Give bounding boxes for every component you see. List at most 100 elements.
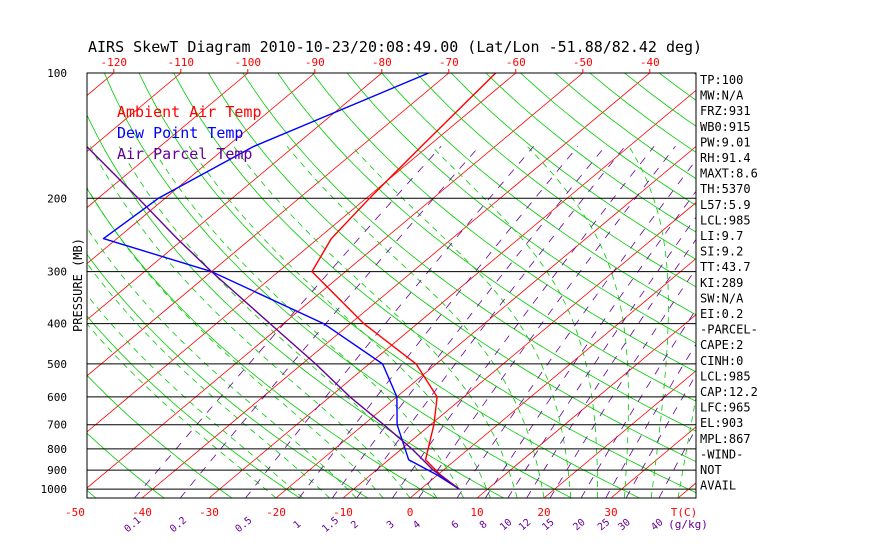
y-tick-label: 600	[47, 391, 67, 404]
dry-adiabat-line	[416, 73, 696, 288]
isotherm-line	[0, 73, 47, 498]
bottom-temp-tick-label: -50	[65, 506, 85, 519]
stat-entry: LFC:965	[700, 401, 751, 415]
mixing-ratio-tick-label: 0.5	[234, 515, 255, 535]
mixing-ratio-tick-label: 6	[450, 519, 462, 531]
dry-adiabat-line	[763, 73, 870, 498]
mixing-ratio-line	[418, 146, 676, 498]
moist-adiabat-line	[87, 227, 357, 498]
legend-entry: Air Parcel Temp	[117, 145, 252, 163]
mixing-ratio-tick-label: 20	[571, 517, 587, 533]
stat-entry: SI:9.2	[700, 245, 743, 259]
dry-adiabat-line	[277, 73, 696, 402]
isotherm-line	[745, 73, 870, 498]
dry-adiabat-line	[312, 73, 696, 373]
mixing-ratio-tick-label: 4	[411, 519, 423, 531]
y-tick-label: 300	[47, 266, 67, 279]
stat-entry: RH:91.4	[700, 151, 751, 165]
isotherm-line	[141, 73, 651, 498]
mixing-ratio-line	[331, 146, 606, 498]
series-air-parcel-temp	[87, 145, 460, 490]
top-temp-tick-label: -40	[640, 56, 660, 69]
moist-adiabat-line	[151, 146, 464, 498]
stat-entry: LCL:985	[700, 213, 751, 227]
dry-adiabat-line	[798, 73, 870, 498]
top-temp-tick-label: -60	[506, 56, 526, 69]
bottom-temp-tick-label: -30	[199, 506, 219, 519]
isotherm-line	[409, 258, 696, 498]
stat-entry: MW:N/A	[700, 89, 744, 103]
stat-entry: TH:5370	[700, 182, 751, 196]
stat-entry: AVAIL	[700, 479, 736, 493]
legend: Ambient Air Temp Dew Point Temp Air Parcel…	[117, 103, 262, 163]
bottom-temp-tick-label: 30	[604, 506, 617, 519]
dry-adiabat-line	[381, 73, 696, 316]
bottom-temp-unit: T(C)	[671, 506, 698, 519]
isotherm-line	[87, 73, 450, 377]
bottom-temp-tick-label: 0	[407, 506, 414, 519]
moist-adiabat-line	[188, 146, 491, 498]
isotherm-line	[87, 73, 316, 265]
stat-entry: MAXT:8.6	[700, 167, 758, 181]
mixing-ratio-tick-label: 25	[596, 517, 612, 533]
dry-adiabat-line	[485, 73, 696, 233]
stat-entry: MPL:867	[700, 432, 751, 446]
mixing-ratio-tick-label: 3	[385, 519, 397, 531]
mixing-ratio-tick-label: 0.2	[168, 515, 189, 535]
grid-layer	[0, 73, 870, 498]
mixing-ratio-line	[298, 146, 579, 498]
bottom-temp-tick-label: -10	[333, 506, 353, 519]
mixing-ratio-line	[658, 427, 696, 498]
dry-adiabat-line	[138, 73, 640, 498]
stat-entry: LI:9.7	[700, 229, 743, 243]
stat-entry: CAPE:2	[700, 338, 743, 352]
mixing-ratio-line	[580, 308, 696, 498]
bottom-temp-tick-label: -40	[132, 506, 152, 519]
isotherm-line	[87, 73, 517, 433]
moist-adiabat-line	[87, 262, 330, 498]
legend-entry: Dew Point Temp	[117, 124, 243, 142]
stat-entry: LCL:985	[700, 369, 751, 383]
isotherm-line	[476, 314, 696, 498]
mixing-ratio-tick-label: 2	[349, 519, 361, 531]
series-dew-point-temp	[102, 73, 460, 490]
dry-adiabat-line	[833, 73, 870, 498]
bottom-temp-tick-label: 20	[537, 506, 550, 519]
mixing-ratio-tick-label: 12	[517, 517, 533, 533]
stat-entry: L57:5.9	[700, 198, 751, 212]
stat-entry: TP:100	[700, 73, 743, 87]
stat-entry: -PARCEL-	[700, 323, 758, 337]
mixing-ratio-unit: (g/kg)	[668, 518, 708, 531]
legend-entry: Ambient Air Temp	[117, 103, 262, 121]
chart-title: AIRS SkewT Diagram 2010-10-23/20:08:49.0…	[88, 38, 702, 56]
stat-entry: CAP:12.2	[700, 385, 758, 399]
stat-entry: -WIND-	[700, 447, 743, 461]
dry-adiabat-line	[346, 73, 696, 344]
stat-entry: KI:289	[700, 276, 743, 290]
dry-adiabat-line	[87, 187, 436, 498]
dry-adiabat-line	[87, 315, 301, 498]
y-axis-label: PRESSURE (MB)	[71, 238, 85, 332]
dry-adiabat-line	[87, 114, 504, 498]
moist-adiabat-line	[286, 146, 545, 498]
top-temp-tick-label: -80	[372, 56, 392, 69]
y-tick-label: 400	[47, 318, 67, 331]
dry-adiabat-line	[520, 73, 696, 206]
isotherm-line	[87, 73, 115, 96]
dry-adiabat-line	[450, 73, 696, 260]
isotherm-line	[87, 73, 182, 153]
y-tick-label: 700	[47, 419, 67, 432]
isotherm-line	[812, 73, 870, 498]
dry-adiabat-line	[103, 73, 572, 498]
isotherm-line	[87, 73, 383, 321]
y-tick-label: 900	[47, 464, 67, 477]
stat-entry: WB0:915	[700, 120, 751, 134]
stat-entry: SW:N/A	[700, 291, 744, 305]
dry-adiabat-line	[173, 73, 696, 494]
stat-entry: EI:0.2	[700, 307, 743, 321]
isotherm-line	[275, 145, 696, 498]
stat-entry: FRZ:931	[700, 104, 751, 118]
moist-adiabat-line	[118, 146, 438, 498]
mixing-ratio-tick-label: 10	[498, 517, 514, 533]
